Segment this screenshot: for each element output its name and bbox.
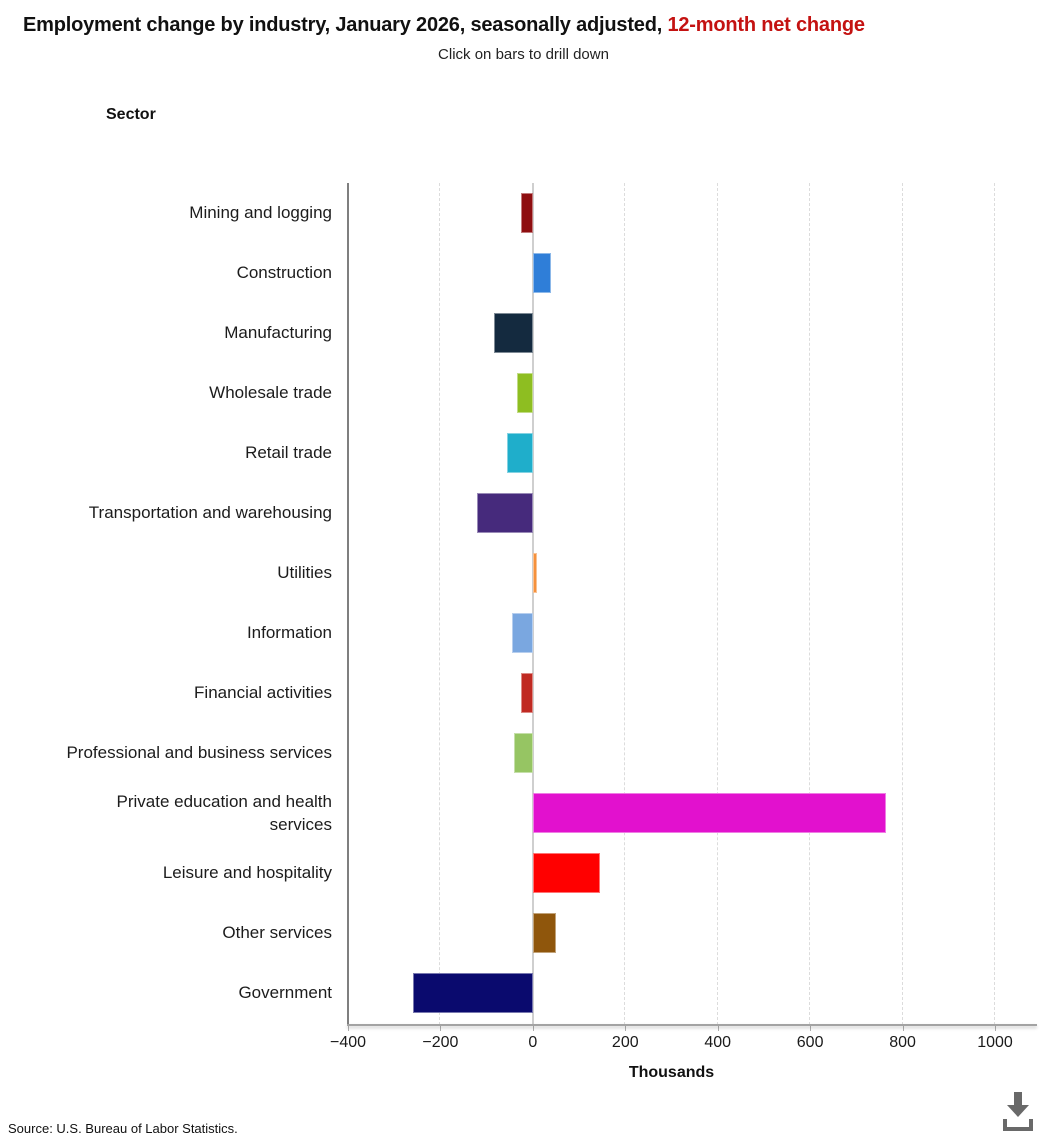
category-label-other-services: Other services	[222, 923, 332, 943]
source-note: Source: U.S. Bureau of Labor Statistics.	[8, 1121, 238, 1136]
category-label-professional-and-business-services: Professional and business services	[66, 743, 332, 763]
category-label-mining-and-logging: Mining and logging	[189, 203, 332, 223]
bar-financial-activities[interactable]	[521, 673, 533, 713]
x-tick-label-600: 600	[796, 1034, 824, 1051]
gridline--200	[439, 183, 441, 1025]
x-axis-tick	[532, 1026, 534, 1031]
bar-professional-and-business-services[interactable]	[514, 733, 533, 773]
x-axis-tick	[348, 1026, 349, 1031]
gridline--400	[347, 183, 349, 1025]
x-tick-label-1000: 1000	[977, 1034, 1013, 1051]
bar-manufacturing[interactable]	[493, 313, 533, 353]
bar-private-education-and-health-services[interactable]	[532, 793, 887, 833]
category-label-utilities: Utilities	[277, 563, 332, 583]
x-axis-line	[347, 1024, 1037, 1026]
category-label-leisure-and-hospitality: Leisure and hospitality	[162, 863, 332, 883]
download-button[interactable]	[997, 1090, 1039, 1136]
x-axis-tick	[902, 1026, 904, 1031]
x-axis-tick	[995, 1026, 996, 1031]
x-tick-label--400: −400	[329, 1034, 367, 1051]
y-axis-header: Sector	[106, 106, 156, 123]
bar-government[interactable]	[412, 973, 533, 1013]
gridline-1000	[994, 183, 995, 1025]
bar-transportation-and-warehousing[interactable]	[477, 493, 533, 533]
bar-wholesale-trade[interactable]	[516, 373, 533, 413]
category-label-transportation-and-warehousing: Transportation and warehousing	[88, 503, 332, 523]
x-tick-label--200: −200	[422, 1034, 459, 1051]
bar-utilities[interactable]	[532, 553, 538, 593]
bar-information[interactable]	[512, 613, 533, 653]
chart-title-main: Employment change by industry, January 2…	[23, 14, 663, 36]
x-axis-tick	[717, 1026, 719, 1031]
x-tick-label-0: 0	[528, 1034, 538, 1051]
chart-title-highlight: 12-month net change	[667, 14, 865, 36]
category-label-retail-trade: Retail trade	[245, 443, 332, 463]
x-tick-label-400: 400	[704, 1034, 732, 1051]
bar-other-services[interactable]	[532, 913, 556, 953]
category-label-manufacturing: Manufacturing	[224, 323, 332, 343]
x-axis-tick	[625, 1026, 627, 1031]
category-label-private-education-and-health-services: Private education and health services	[116, 791, 333, 834]
x-tick-label-200: 200	[611, 1034, 639, 1051]
x-axis-tick	[440, 1026, 442, 1031]
bar-mining-and-logging[interactable]	[521, 193, 533, 233]
gridline-400	[716, 183, 718, 1025]
bar-retail-trade[interactable]	[507, 433, 533, 473]
category-label-financial-activities: Financial activities	[194, 683, 332, 703]
download-icon	[999, 1090, 1037, 1137]
x-axis-tick	[810, 1026, 812, 1031]
category-label-information: Information	[246, 623, 332, 643]
gridline-800	[901, 183, 903, 1025]
chart-title: Employment change by industry, January 2…	[23, 14, 865, 37]
category-label-government: Government	[238, 983, 332, 1003]
category-label-construction: Construction	[236, 263, 332, 283]
bar-construction[interactable]	[532, 253, 552, 293]
gridline-0	[531, 183, 534, 1025]
x-tick-label-800: 800	[889, 1034, 916, 1051]
bar-leisure-and-hospitality[interactable]	[532, 853, 600, 893]
gridline-600	[809, 183, 811, 1025]
category-label-wholesale-trade: Wholesale trade	[209, 383, 332, 403]
gridline-200	[624, 183, 626, 1025]
x-axis-title: Thousands	[628, 1064, 715, 1081]
chart-subtitle: Click on bars to drill down	[438, 46, 609, 63]
